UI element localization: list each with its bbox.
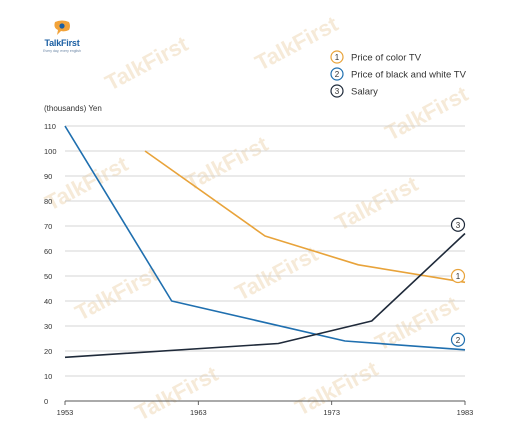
y-tick-label: 100 <box>44 147 57 156</box>
legend: 1 Price of color TV 2 Price of black and wh… <box>330 50 467 98</box>
axis-layer: 0 10 20 30 40 50 60 70 80 90 100 110 1953 1963 1973 198… <box>44 122 473 417</box>
legend-marker-number: 1 <box>335 53 340 62</box>
y-tick-label: 80 <box>44 197 52 206</box>
series-marker-number: 3 <box>456 221 461 230</box>
series-marker-1 <box>450 268 466 284</box>
legend-marker-3 <box>330 84 344 98</box>
watermark-text: TalkFirst <box>71 261 163 326</box>
y-tick-label: 60 <box>44 247 52 256</box>
brand-tagline: Every day, every english <box>43 49 81 53</box>
series-line-2 <box>64 125 466 351</box>
talkfirst-logo: TalkFirst Every day, every english <box>32 20 92 60</box>
marker-layer: 1 2 3 <box>450 217 466 347</box>
series-marker-number: 2 <box>456 336 461 345</box>
y-tick-label: 70 <box>44 222 52 231</box>
legend-label: Price of black and white TV <box>351 70 467 81</box>
y-tick-label: 40 <box>44 297 52 306</box>
legend-marker-1 <box>330 50 344 64</box>
legend-label: Price of color TV <box>351 53 422 64</box>
series-marker-3 <box>450 217 466 232</box>
watermark-text: TalkFirst <box>131 361 223 426</box>
watermark-text: TalkFirst <box>381 81 473 146</box>
watermark-text: TalkFirst <box>251 11 343 76</box>
x-tick-label: 1953 <box>57 408 74 417</box>
speech-bubble-icon <box>54 20 70 35</box>
y-tick-label: 30 <box>44 322 52 331</box>
legend-label: Salary <box>351 87 378 98</box>
legend-marker-number: 3 <box>335 87 340 96</box>
grid-layer <box>65 125 465 377</box>
legend-marker-2 <box>330 67 344 81</box>
y-tick-label: 10 <box>44 372 52 381</box>
watermark-text: TalkFirst <box>231 241 323 306</box>
y-tick-label: 90 <box>44 172 52 181</box>
series-line-3 <box>64 232 466 359</box>
series-layer <box>64 125 466 359</box>
x-tick-label: 1973 <box>323 408 340 417</box>
watermark-text: TalkFirst <box>101 31 193 96</box>
x-tick-label: 1963 <box>190 408 207 417</box>
y-axis-label: (thousands) Yen <box>44 104 102 113</box>
y-tick-label: 110 <box>44 122 56 131</box>
series-line-1 <box>144 150 466 284</box>
y-tick-label: 0 <box>44 397 48 406</box>
y-tick-label: 20 <box>44 347 52 356</box>
x-tick-label: 1983 <box>457 408 474 417</box>
legend-marker-number: 2 <box>335 70 340 79</box>
brand-name: TalkFirst <box>44 38 80 48</box>
y-tick-label: 50 <box>44 272 52 281</box>
series-marker-number: 1 <box>456 272 461 281</box>
series-marker-2 <box>450 332 466 347</box>
